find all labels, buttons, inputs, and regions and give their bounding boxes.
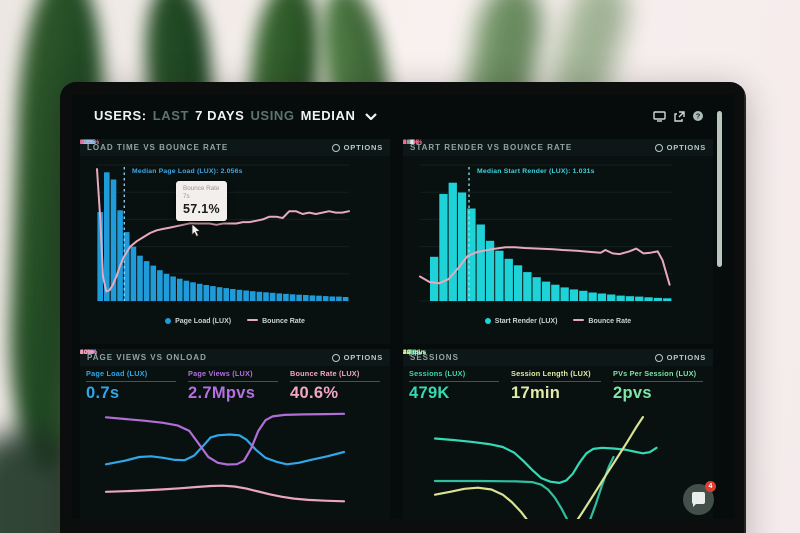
- stat-value: 2pvs: [613, 384, 652, 402]
- stat-label: PVs Per Session (LUX): [613, 369, 697, 378]
- gear-icon: [331, 143, 340, 152]
- stat-underline: [188, 381, 278, 382]
- tooltip-value: 57.1%: [183, 202, 220, 217]
- legend-item: Bounce Rate: [247, 318, 305, 325]
- stat-value: 0.7s: [86, 384, 120, 402]
- dashboard-screen: USERS: LAST 7 DAYS USING MEDIAN ? LOAD T…: [72, 95, 734, 519]
- mouse-cursor-icon: [191, 224, 201, 237]
- stat-underline: [290, 381, 380, 382]
- page-views-onload-chart[interactable]: [104, 399, 346, 519]
- panel-title: PAGE VIEWS VS ONLOAD: [87, 353, 207, 362]
- legend-item: Page Load (LUX): [165, 318, 231, 325]
- stat-bounce-rate: Bounce Rate (LUX) 40.6%: [290, 369, 386, 403]
- help-icon[interactable]: ?: [692, 110, 704, 122]
- panel-title: START RENDER VS BOUNCE RATE: [410, 143, 573, 152]
- stat-label: Page Load (LUX): [86, 369, 148, 378]
- stat-label: Page Views (LUX): [188, 369, 253, 378]
- stat-pvs-per-session: PVs Per Session (LUX) 2pvs: [613, 369, 709, 403]
- stat-label: Sessions (LUX): [409, 369, 466, 378]
- stat-label: Bounce Rate (LUX): [290, 369, 360, 378]
- share-icon[interactable]: [673, 110, 685, 122]
- chart-legend: Page Load (LUX) Bounce Rate: [80, 318, 390, 325]
- svg-text:?: ?: [696, 112, 701, 121]
- header-median: MEDIAN: [300, 108, 356, 123]
- stat-label: Session Length (LUX): [511, 369, 591, 378]
- stat-underline: [613, 381, 703, 382]
- header-using: USING: [250, 108, 295, 123]
- gear-icon: [654, 353, 663, 362]
- stat-value: 2.7Mpvs: [188, 384, 256, 402]
- gear-icon: [654, 143, 663, 152]
- stat-value: 40.6%: [290, 384, 339, 402]
- chevron-down-icon: [364, 113, 377, 120]
- panel-title: SESSIONS: [410, 353, 459, 362]
- laptop: USERS: LAST 7 DAYS USING MEDIAN ? LOAD T…: [60, 82, 746, 533]
- legend-dot-icon: [484, 318, 491, 324]
- stat-sessions: Sessions (LUX) 479K: [409, 369, 505, 403]
- stat-underline: [86, 381, 176, 382]
- chat-widget-button[interactable]: 4: [683, 481, 716, 515]
- options-button[interactable]: OPTIONS: [331, 143, 383, 152]
- chat-bubble-icon: [692, 492, 705, 507]
- panel-start-render-vs-bounce-rate: START RENDER VS BOUNCE RATE OPTIONS Medi…: [403, 139, 713, 344]
- options-button[interactable]: OPTIONS: [654, 353, 706, 362]
- notification-badge: 4: [705, 481, 716, 492]
- panel-load-time-vs-bounce-rate: LOAD TIME VS BOUNCE RATE OPTIONS Median …: [80, 139, 390, 344]
- legend-line-icon: [573, 319, 585, 321]
- panel-page-views-vs-onload: PAGE VIEWS VS ONLOAD OPTIONS Page Load (…: [80, 349, 390, 519]
- start-render-histogram[interactable]: [419, 164, 672, 302]
- stat-value: 17min: [511, 384, 561, 402]
- header-last: LAST: [152, 108, 190, 123]
- load-time-histogram[interactable]: [96, 164, 350, 302]
- tooltip-title: Bounce Rate: [183, 185, 220, 192]
- stat-value: 479K: [409, 384, 450, 402]
- monitor-icon[interactable]: [653, 110, 666, 122]
- options-button[interactable]: OPTIONS: [654, 143, 706, 152]
- panel-sessions: SESSIONS OPTIONS Sessions (LUX) 479K Ses…: [403, 349, 713, 519]
- users-range-dropdown[interactable]: USERS: LAST 7 DAYS USING MEDIAN: [94, 108, 377, 123]
- stat-page-load: Page Load (LUX) 0.7s: [86, 369, 182, 403]
- panel-title: LOAD TIME VS BOUNCE RATE: [87, 143, 229, 152]
- legend-item: Bounce Rate: [573, 318, 631, 325]
- legend-dot-icon: [165, 318, 172, 324]
- gear-icon: [331, 353, 340, 362]
- stat-underline: [409, 381, 499, 382]
- sessions-chart[interactable]: [433, 399, 661, 519]
- chart-legend: Start Render (LUX) Bounce Rate: [403, 318, 713, 325]
- stat-underline: [511, 381, 601, 382]
- legend-line-icon: [247, 319, 259, 321]
- legend-item: Start Render (LUX): [484, 318, 557, 325]
- options-button[interactable]: OPTIONS: [331, 353, 383, 362]
- scrollbar[interactable]: [717, 111, 722, 267]
- stat-page-views: Page Views (LUX) 2.7Mpvs: [188, 369, 284, 403]
- tooltip-subtitle: 7s: [183, 193, 190, 201]
- header-users: USERS:: [94, 108, 147, 123]
- laptop-bezel-highlight: [744, 92, 746, 533]
- chart-tooltip: Bounce Rate 7s 57.1%: [176, 181, 227, 222]
- header-days: 7 DAYS: [195, 108, 245, 123]
- stat-session-length: Session Length (LUX) 17min: [511, 369, 607, 403]
